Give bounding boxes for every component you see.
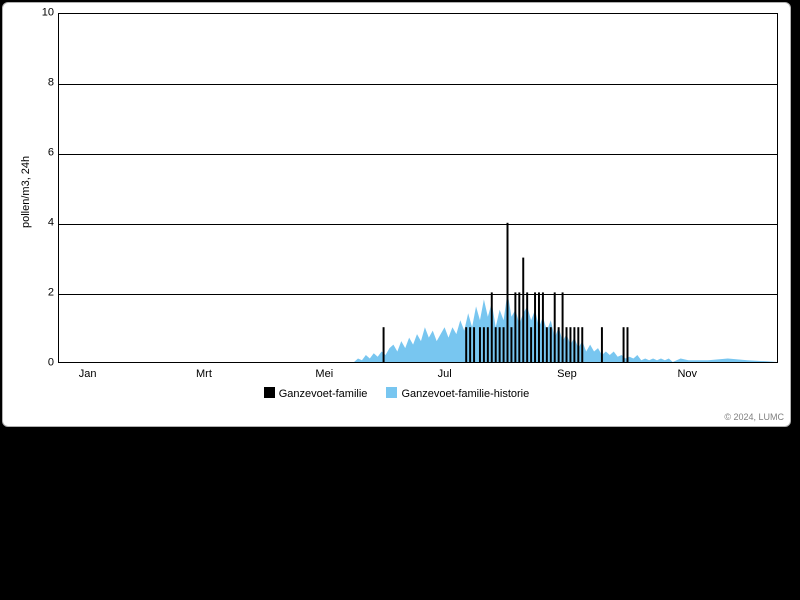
ytick-label: 8 (36, 78, 54, 89)
bar (507, 223, 509, 362)
xtick-label: Jul (438, 369, 452, 380)
bar (562, 292, 564, 362)
bar (469, 327, 471, 362)
bar (510, 327, 512, 362)
bar (627, 327, 629, 362)
ytick-label: 0 (36, 358, 54, 369)
bar (479, 327, 481, 362)
bar (577, 327, 579, 362)
gridline (59, 154, 777, 155)
legend-swatch-area (386, 387, 397, 398)
bar (558, 327, 560, 362)
ytick-label: 4 (36, 218, 54, 229)
gridline (59, 224, 777, 225)
bar (514, 292, 516, 362)
bar (487, 327, 489, 362)
xtick-label: Mrt (196, 369, 212, 380)
ytick-label: 10 (36, 8, 54, 19)
xtick-label: Sep (557, 369, 577, 380)
bar (503, 327, 505, 362)
xtick-label: Mei (315, 369, 333, 380)
bar (473, 327, 475, 362)
bar (534, 292, 536, 362)
xtick-label: Nov (677, 369, 697, 380)
ytick-label: 6 (36, 148, 54, 159)
bar (573, 327, 575, 362)
bar (550, 327, 552, 362)
bar (569, 327, 571, 362)
bar (499, 327, 501, 362)
bar (546, 327, 548, 362)
bar (465, 327, 467, 362)
legend-item-bars: Ganzevoet-familie (264, 387, 368, 400)
bar (566, 327, 568, 362)
bar (491, 292, 493, 362)
gridline (59, 84, 777, 85)
bar (538, 292, 540, 362)
bar (522, 258, 524, 362)
chart-svg (59, 14, 777, 362)
legend-label-area: Ganzevoet-familie-historie (401, 388, 529, 400)
bar (383, 327, 385, 362)
bar (542, 292, 544, 362)
bar (530, 327, 532, 362)
legend: Ganzevoet-familie Ganzevoet-familie-hist… (3, 387, 790, 400)
bar (518, 292, 520, 362)
gridline (59, 294, 777, 295)
bar (601, 327, 603, 362)
bar (623, 327, 625, 362)
plot-area (58, 13, 778, 363)
legend-item-area: Ganzevoet-familie-historie (386, 387, 529, 400)
bar (495, 327, 497, 362)
bar (483, 327, 485, 362)
legend-label-bars: Ganzevoet-familie (279, 388, 368, 400)
legend-swatch-bars (264, 387, 275, 398)
bar (526, 292, 528, 362)
bar (554, 292, 556, 362)
y-axis-label: pollen/m3, 24h (20, 156, 32, 228)
ytick-label: 2 (36, 288, 54, 299)
xtick-label: Jan (79, 369, 97, 380)
chart-panel: pollen/m3, 24h Ganzevoet-familie Ganzevo… (2, 2, 791, 427)
bar (581, 327, 583, 362)
credit-text: © 2024, LUMC (724, 412, 784, 422)
